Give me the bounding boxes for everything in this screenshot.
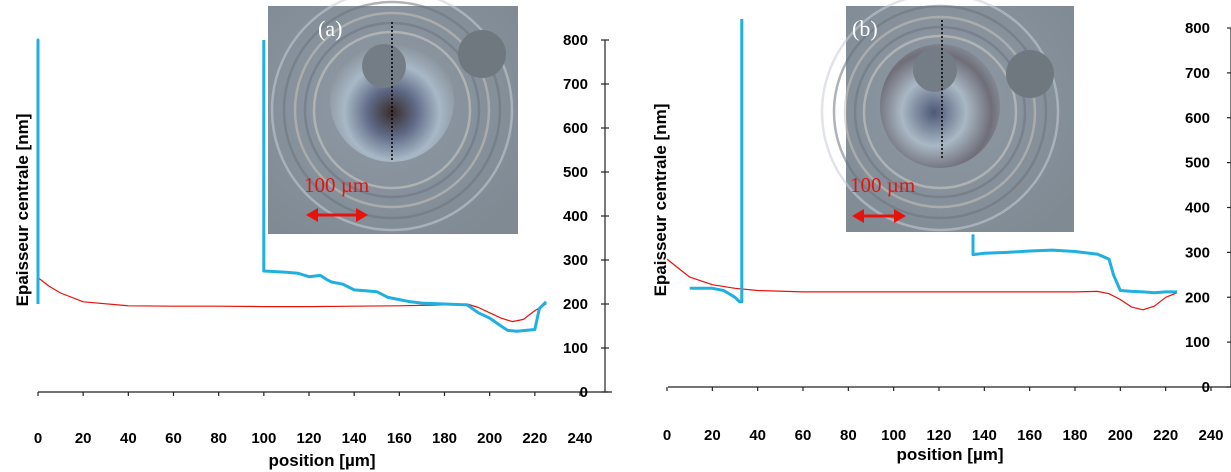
y-tick-label: 200: [563, 296, 588, 313]
y-ticks-a: 0 100 200 300 400 500 600 700 800: [563, 32, 609, 401]
x-ticks-a: 0 20 40 60 80 100 120 140 160 180 200 220 240: [34, 392, 593, 447]
x-tick-label: 60: [795, 427, 812, 444]
x-tick-label: 100: [251, 430, 276, 447]
x-tick-label: 0: [34, 430, 42, 447]
x-tick-label: 140: [342, 430, 367, 447]
x-axis-title-a: position [µm]: [268, 451, 375, 470]
x-tick-label: 40: [749, 427, 766, 444]
x-tick-label: 40: [120, 430, 137, 447]
scale-bar-label-b: 100 µm: [850, 173, 915, 197]
panel-letter-a: (a): [318, 16, 342, 41]
series-line-a-2: [262, 40, 548, 333]
y-tick-label: 200: [1185, 289, 1210, 306]
series-line-b-0: [666, 258, 1178, 311]
micrograph-inset-b: (b) 100 µm: [820, 0, 1074, 232]
x-tick-label: 100: [881, 427, 906, 444]
x-tick-label: 20: [75, 430, 92, 447]
y-tick-label: 400: [1185, 200, 1210, 217]
x-tick-label: 20: [704, 427, 721, 444]
y-tick-label: 300: [563, 252, 588, 269]
y-tick-label: 700: [563, 76, 588, 93]
x-tick-label: 240: [1198, 427, 1223, 444]
y-tick-label: 0: [1202, 379, 1210, 396]
y-tick-label: 0: [580, 384, 588, 401]
scale-bar-arrow-b: [852, 209, 906, 223]
micrograph-inset-a: (a) 100 µm: [268, 0, 518, 234]
plot-area-b: 0 100 200 300 400 500 600 700 800 0 20 40 60 80 100 12…: [663, 19, 1231, 444]
chart-panel-a: 0 100 200 300 400 500 600 700 800 0 20 40 60 80 100 12…: [13, 0, 612, 470]
x-tick-label: 220: [1153, 427, 1178, 444]
y-ticks-b: 0 100 200 300 400 500 600 700 800: [1185, 20, 1231, 396]
x-tick-label: 80: [840, 427, 857, 444]
scale-bar-arrow-a: [306, 208, 368, 222]
y-tick-label: 600: [1185, 110, 1210, 127]
x-tick-label: 140: [972, 427, 997, 444]
x-tick-label: 80: [210, 430, 227, 447]
y-tick-label: 400: [563, 208, 588, 225]
x-tick-label: 200: [477, 430, 502, 447]
y-tick-label: 100: [1185, 334, 1210, 351]
y-tick-label: 100: [563, 340, 588, 357]
series-group-a: [36, 38, 548, 333]
x-tick-label: 120: [296, 430, 321, 447]
x-tick-label: 180: [1062, 427, 1087, 444]
x-tick-label: 200: [1108, 427, 1133, 444]
x-tick-label: 160: [387, 430, 412, 447]
x-tick-label: 60: [165, 430, 182, 447]
series-line-a-0: [37, 277, 547, 323]
x-tick-label: 240: [567, 430, 592, 447]
y-axis-title-b: Epaisseur centrale [nm]: [651, 104, 670, 297]
x-ticks-b: 0 20 40 60 80 100 120 140 160 180 200 220 240: [663, 387, 1224, 444]
y-tick-label: 500: [1185, 155, 1210, 172]
x-tick-label: 220: [522, 430, 547, 447]
x-tick-label: 0: [663, 427, 671, 444]
scale-bar-label-a: 100 µm: [304, 173, 369, 197]
x-tick-label: 120: [926, 427, 951, 444]
series-line-b-1: [689, 19, 744, 304]
y-axis-title-a: Epaisseur centrale [nm]: [13, 114, 32, 307]
x-tick-label: 180: [432, 430, 457, 447]
y-tick-label: 300: [1185, 244, 1210, 261]
y-tick-label: 800: [563, 32, 588, 49]
chart-panel-b: 0 100 200 300 400 500 600 700 800 0 20 40 60 80 100 12…: [651, 0, 1231, 464]
x-axis-title-b: position [µm]: [896, 445, 1003, 464]
y-tick-label: 500: [563, 164, 588, 181]
series-group-b: [666, 19, 1178, 311]
x-tick-label: 160: [1017, 427, 1042, 444]
y-tick-label: 800: [1185, 20, 1210, 37]
plot-area-a: 0 100 200 300 400 500 600 700 800 0 20 40 60 80 100 12…: [34, 32, 612, 447]
panel-letter-b: (b): [852, 16, 878, 41]
series-line-b-2: [971, 234, 1177, 295]
y-tick-label: 700: [1185, 65, 1210, 82]
y-tick-label: 600: [563, 120, 588, 137]
